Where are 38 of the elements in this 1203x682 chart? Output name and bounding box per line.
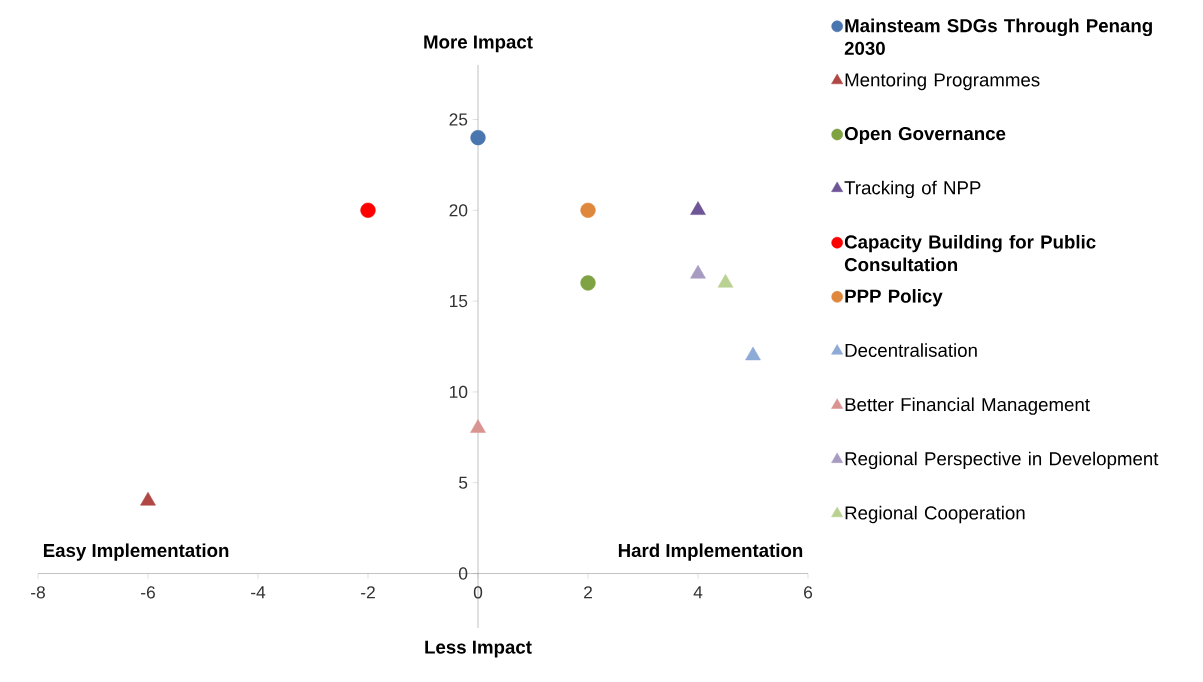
y-tick-label: 15 bbox=[450, 295, 468, 308]
x-tick-label: 2 bbox=[584, 586, 592, 599]
legend-label: Open Governance bbox=[844, 126, 1006, 144]
point bbox=[140, 491, 156, 506]
x-tick-label: -6 bbox=[141, 586, 155, 599]
y-tick-label: 20 bbox=[449, 204, 468, 217]
y-tick-label: 10 bbox=[450, 385, 468, 399]
annotation: Easy Implementation bbox=[43, 543, 229, 561]
x-tick-label: -2 bbox=[361, 586, 375, 599]
y-tick-label: 25 bbox=[449, 113, 468, 126]
annotation: Hard Implementation bbox=[618, 543, 803, 561]
legend-label: Better Financial Management bbox=[845, 397, 1090, 415]
legend-label: Mainsteam SDGs Through Penang 2030 bbox=[844, 18, 1152, 55]
x-tick-label: 6 bbox=[804, 586, 813, 599]
x-tick-label: -4 bbox=[251, 586, 266, 599]
legend-label: Capacity Building for Public Consultation bbox=[844, 234, 1096, 272]
point bbox=[745, 346, 761, 361]
x-tick-label: 0 bbox=[473, 586, 483, 599]
y-tick-label: 5 bbox=[459, 476, 468, 489]
point bbox=[690, 201, 706, 215]
point bbox=[360, 202, 376, 218]
legend-label: Regional Cooperation bbox=[845, 505, 1025, 524]
x-tick-label: -8 bbox=[31, 586, 45, 599]
legend-label: Decentralisation bbox=[845, 343, 977, 357]
legend-label: Regional Perspective in Development bbox=[845, 451, 1159, 470]
legend-label: Tracking of NPP bbox=[844, 180, 981, 199]
point bbox=[690, 264, 706, 279]
x-tick-label: 4 bbox=[693, 586, 703, 599]
point bbox=[580, 202, 596, 218]
legend-label: Mentoring Programmes bbox=[845, 72, 1040, 91]
legend-label: PPP Policy bbox=[845, 289, 943, 307]
text: More Impact bbox=[424, 35, 533, 53]
point bbox=[717, 273, 734, 288]
text: Less Impact bbox=[425, 640, 532, 658]
y-tick-label: 0 bbox=[458, 567, 468, 580]
point bbox=[470, 419, 486, 433]
point bbox=[580, 275, 596, 291]
point bbox=[470, 130, 486, 146]
